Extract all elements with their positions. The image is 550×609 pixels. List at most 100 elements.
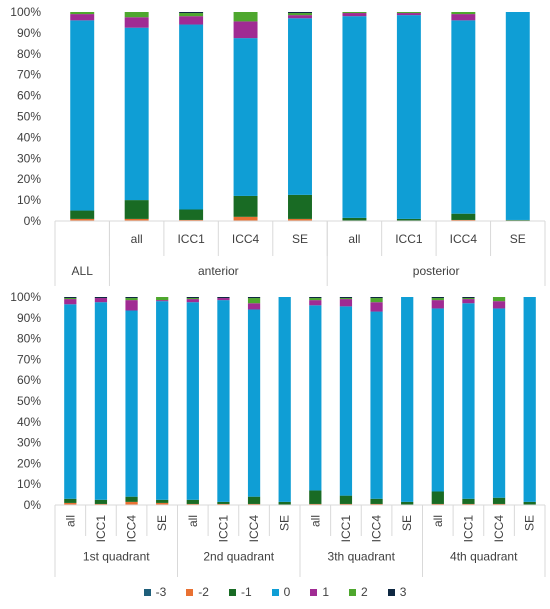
- x-tick-label: ICC1: [339, 515, 353, 543]
- bar-segment: [94, 302, 108, 500]
- bar-segment: [156, 297, 169, 301]
- legend-item: 1: [310, 585, 329, 599]
- bar-segment: [492, 297, 506, 302]
- bar-segment: [370, 498, 383, 504]
- bar-segment: [156, 499, 169, 503]
- y-tick-label: 20%: [17, 456, 41, 470]
- x-tick-label: ICC4: [492, 515, 506, 543]
- group-label: anterior: [198, 264, 239, 278]
- x-tick-label: all: [308, 515, 322, 527]
- bar-segment: [339, 299, 353, 307]
- bar-segment: [431, 298, 444, 301]
- y-tick-label: 10%: [17, 193, 41, 207]
- x-tick-label: SE: [523, 515, 537, 531]
- bar-segment: [233, 12, 258, 22]
- bar-segment: [94, 499, 108, 504]
- bar-segment: [233, 21, 258, 39]
- bar-segment: [288, 194, 312, 219]
- bar-segment: [309, 305, 322, 491]
- x-tick-label: ICC1: [216, 515, 230, 543]
- bar-segment: [156, 502, 169, 505]
- bar-segment: [125, 298, 138, 301]
- x-tick-label: ICC4: [450, 232, 478, 246]
- bar-segment: [64, 304, 77, 499]
- bar-segment: [124, 17, 149, 28]
- y-tick-label: 90%: [17, 26, 41, 40]
- group-label: 4th quadrant: [450, 550, 518, 564]
- x-tick-label: SE: [155, 515, 169, 531]
- x-tick-label: all: [131, 232, 143, 246]
- bar-segment: [288, 13, 312, 16]
- legend-swatch: [387, 588, 395, 596]
- bar-segment: [64, 498, 77, 503]
- x-tick-label: all: [186, 515, 200, 527]
- legend-item: -1: [228, 585, 252, 599]
- bar-segment: [523, 501, 536, 505]
- bar-segment: [64, 297, 77, 299]
- bar-segment: [309, 300, 322, 306]
- bar-segment: [309, 490, 322, 504]
- bar-segment: [505, 12, 530, 220]
- bar-segment: [94, 298, 108, 303]
- group-label: 3th quadrant: [328, 550, 396, 564]
- bar-segment: [431, 297, 444, 299]
- bar-segment: [396, 13, 421, 16]
- bar-segment: [64, 299, 77, 305]
- legend-item: -2: [186, 585, 209, 599]
- legend-label: 2: [361, 585, 368, 599]
- bar-segment: [492, 503, 506, 505]
- bar-segment: [451, 20, 476, 214]
- bar-segment: [186, 299, 199, 303]
- bar-segment: [431, 503, 444, 505]
- bar-segment: [396, 12, 421, 14]
- group-label: 1st quadrant: [83, 550, 150, 564]
- bar-segment: [288, 15, 312, 19]
- bar-segment: [156, 301, 169, 500]
- bar-segment: [451, 14, 476, 21]
- y-tick-label: 50%: [17, 110, 41, 124]
- bar-segment: [492, 308, 506, 498]
- bar-segment: [125, 297, 138, 299]
- bar-segment: [70, 12, 95, 15]
- bar-segment: [186, 302, 199, 500]
- bar-segment: [462, 498, 475, 504]
- bar-segment: [247, 309, 261, 497]
- y-tick-label: 100%: [10, 290, 41, 304]
- bar-segment: [179, 219, 204, 221]
- bar-segment: [125, 310, 138, 497]
- bar-segment: [505, 219, 530, 221]
- legend-swatch: [349, 588, 356, 596]
- y-tick-label: 30%: [17, 436, 41, 450]
- bar-segment: [342, 217, 367, 221]
- legend-swatch: [271, 588, 279, 596]
- bar-segment: [492, 301, 506, 309]
- x-tick-label: ICC1: [177, 232, 205, 246]
- bar-segment: [233, 195, 258, 217]
- y-tick-label: 40%: [17, 130, 41, 144]
- y-tick-label: 20%: [17, 172, 41, 186]
- bar-segment: [401, 501, 414, 505]
- legend-item: 3: [387, 585, 407, 599]
- y-tick-label: 100%: [10, 5, 41, 19]
- bar-segment: [247, 303, 261, 310]
- bar-segment: [451, 213, 476, 220]
- bar-segment: [431, 491, 444, 504]
- legend-label: 3: [399, 585, 407, 599]
- legend-swatch: [228, 588, 236, 596]
- x-tick-label: SE: [510, 232, 526, 246]
- bar-segment: [492, 497, 506, 504]
- bar-segment: [247, 298, 261, 304]
- y-tick-label: 90%: [17, 311, 41, 325]
- bar-segment: [370, 298, 383, 303]
- x-tick-label: all: [348, 232, 360, 246]
- bar-segment: [339, 495, 353, 504]
- bar-segment: [124, 12, 149, 18]
- bar-segment: [186, 499, 199, 504]
- bar-segment: [179, 24, 204, 210]
- y-tick-label: 30%: [17, 151, 41, 165]
- y-tick-label: 50%: [17, 394, 41, 408]
- bar-segment: [217, 297, 230, 299]
- bar-segment: [278, 297, 291, 502]
